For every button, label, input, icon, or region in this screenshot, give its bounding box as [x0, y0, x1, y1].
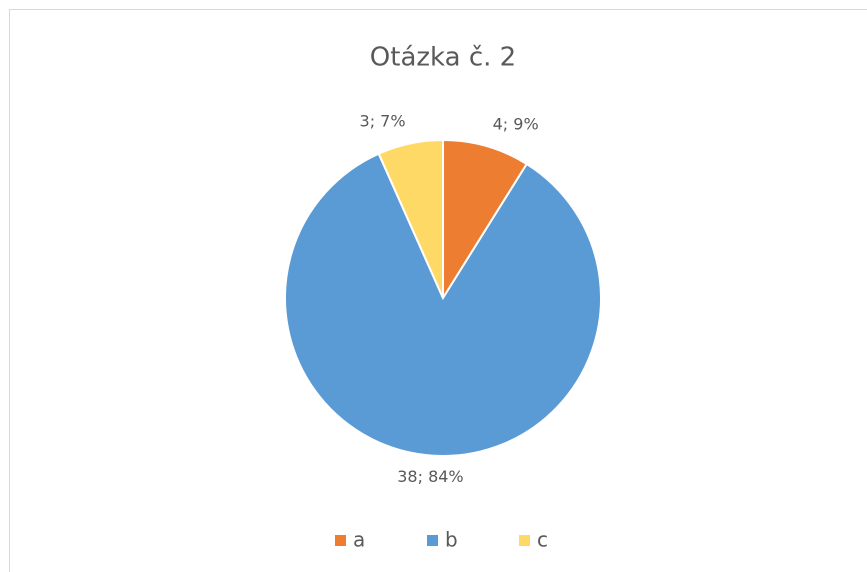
legend-label: b [445, 528, 458, 552]
legend-label: c [537, 528, 548, 552]
legend-label: a [353, 528, 365, 552]
legend-swatch [519, 535, 530, 546]
legend-swatch [427, 535, 438, 546]
pie-slice [442, 138, 529, 302]
data-label: 3; 7% [360, 111, 406, 130]
legend-swatch [335, 535, 346, 546]
data-label: 4; 9% [493, 114, 539, 133]
pie-slice [284, 152, 602, 457]
data-label: 38; 84% [397, 467, 463, 486]
chart-title: Otázka č. 2 [370, 43, 516, 73]
pie-slice [377, 138, 444, 299]
